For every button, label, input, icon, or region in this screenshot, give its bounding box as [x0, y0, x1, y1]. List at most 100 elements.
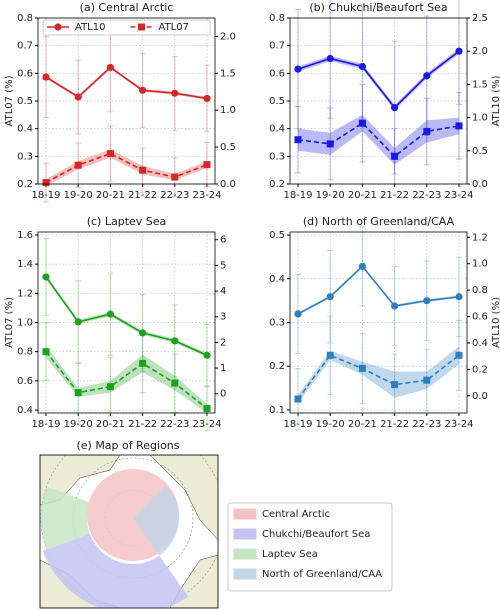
- marker: [106, 383, 114, 391]
- y2-tick-label: 0.5: [220, 142, 236, 153]
- marker: [171, 173, 179, 181]
- x-tick-label: 18-19: [283, 190, 312, 201]
- marker: [171, 379, 179, 387]
- legend-patch: [233, 528, 257, 540]
- axes-frame: [289, 231, 468, 414]
- x-tick-label: 19-20: [64, 190, 93, 201]
- uncertainty-band: [298, 265, 459, 316]
- chart-title: (d) North of Greenland/CAA: [303, 215, 455, 228]
- y-tick-label: 0.2: [17, 179, 33, 190]
- legend-label: Chukchi/Beaufort Sea: [262, 529, 370, 540]
- y2-tick-label: 0.8: [472, 285, 488, 296]
- marker: [455, 351, 463, 359]
- y-tick-label: 0.8: [17, 13, 33, 24]
- y2-tick-label: 1: [220, 363, 226, 374]
- y-tick-label: 0.5: [269, 230, 285, 241]
- x-tick-label: 22-23: [160, 419, 189, 430]
- y2-tick-label: 0.5: [472, 146, 488, 157]
- y-axis-label: ATL07 (%): [4, 297, 15, 348]
- x-tick-label: 19-20: [64, 419, 93, 430]
- axes-frame: [37, 231, 216, 414]
- legend-patch: [233, 568, 257, 580]
- y2-tick-label: 0.4: [472, 338, 488, 349]
- y-tick-label: 0.4: [269, 274, 285, 285]
- y-tick-label: 0.7: [269, 41, 285, 52]
- x-tick-label: 20-21: [348, 419, 377, 430]
- y-tick-label: 0.6: [269, 68, 285, 79]
- x-tick-label: 19-20: [316, 190, 345, 201]
- marker: [423, 72, 431, 80]
- y-tick-label: 0.3: [17, 151, 33, 162]
- y-tick-label: 0.6: [17, 376, 33, 387]
- marker: [455, 47, 463, 55]
- marker: [326, 140, 334, 148]
- region-north-greenland: [133, 485, 179, 556]
- marker: [358, 364, 366, 372]
- series-line: [297, 265, 460, 315]
- marker: [358, 262, 366, 270]
- legend-marker: [138, 23, 145, 31]
- uncertainty-band: [46, 274, 207, 358]
- chart-title: (a) Central Arctic: [80, 1, 174, 14]
- map-title: (e) Map of Regions: [76, 439, 179, 452]
- y-tick-label: 0.2: [269, 179, 285, 190]
- marker: [203, 94, 211, 103]
- map-frame: [39, 454, 219, 609]
- marker: [106, 310, 114, 318]
- marker: [423, 127, 431, 135]
- series-line: [297, 122, 460, 158]
- marker: [455, 293, 463, 301]
- y2-tick-label: 0.0: [472, 391, 488, 402]
- y-tick-label: 1.6: [17, 230, 33, 241]
- marker: [42, 73, 50, 81]
- y-tick-label: 0.2: [269, 361, 285, 372]
- x-tick-label: 23-24: [444, 190, 473, 201]
- marker: [74, 318, 82, 326]
- y-tick-label: 1.4: [17, 259, 33, 270]
- marker: [294, 395, 302, 403]
- marker: [294, 65, 302, 73]
- y2-tick-label: 4: [220, 286, 226, 297]
- region-chukchi-beaufort: [42, 533, 189, 608]
- legend-label: Laptev Sea: [262, 549, 318, 560]
- y2-tick-label: 0: [220, 389, 226, 400]
- x-tick-label: 23-24: [192, 419, 221, 430]
- y2-tick-label: 1.0: [220, 105, 236, 116]
- marker: [358, 62, 366, 71]
- y-tick-label: 0.3: [269, 318, 285, 329]
- series-line: [297, 354, 460, 400]
- x-tick-label: 18-19: [31, 419, 60, 430]
- legend-patch: [233, 548, 257, 560]
- chart-title: (b) Chukchi/Beaufort Sea: [309, 1, 447, 14]
- marker: [203, 351, 211, 359]
- y2-tick-label: 2.5: [472, 13, 488, 24]
- marker: [74, 161, 82, 169]
- uncertainty-band: [46, 65, 207, 100]
- marker: [74, 389, 82, 397]
- marker: [139, 329, 147, 337]
- series-line: [45, 152, 208, 184]
- y-tick-label: 0.4: [269, 124, 285, 135]
- x-tick-label: 20-21: [348, 190, 377, 201]
- marker: [391, 152, 399, 160]
- x-tick-label: 19-20: [316, 419, 345, 430]
- marker: [203, 161, 211, 169]
- x-tick-label: 22-23: [160, 190, 189, 201]
- y-tick-label: 0.8: [17, 347, 33, 358]
- y-tick-label: 0.4: [17, 405, 33, 416]
- uncertainty-band: [298, 346, 459, 404]
- y-tick-label: 0.4: [17, 124, 33, 135]
- y-tick-label: 1.0: [17, 318, 33, 329]
- marker: [203, 405, 211, 413]
- y2-tick-label: 0.0: [472, 179, 488, 190]
- series-line: [45, 351, 208, 410]
- marker: [294, 310, 302, 318]
- x-tick-label: 18-19: [31, 190, 60, 201]
- marker: [294, 136, 302, 144]
- uncertainty-band: [46, 345, 207, 413]
- marker: [326, 54, 334, 63]
- legend-frame: [42, 19, 211, 36]
- y2-axis-label: ATL10 (%): [491, 297, 500, 348]
- y2-tick-label: 1.2: [472, 232, 488, 243]
- marker: [74, 93, 82, 101]
